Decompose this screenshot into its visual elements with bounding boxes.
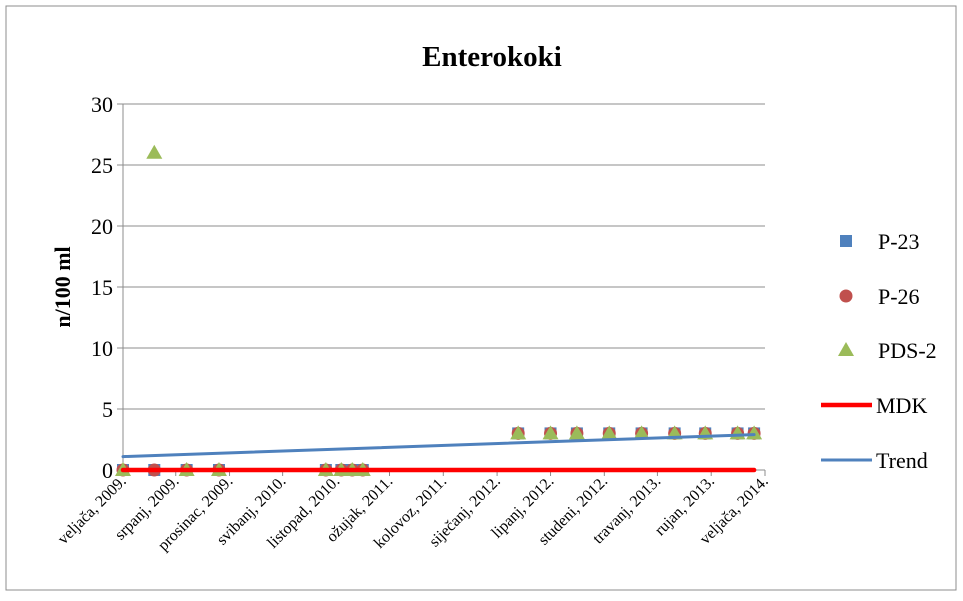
data-point xyxy=(510,425,527,440)
legend-label: Trend xyxy=(876,448,928,473)
legend-label: PDS-2 xyxy=(878,338,937,363)
y-tick-label: 10 xyxy=(91,336,113,361)
data-point xyxy=(601,425,618,440)
legend-label: P-23 xyxy=(878,229,920,254)
data-point xyxy=(146,144,163,159)
y-tick-label: 0 xyxy=(102,458,113,483)
legend-item-p-26: P-26 xyxy=(839,284,920,309)
y-tick-label: 20 xyxy=(91,214,113,239)
y-tick-label: 25 xyxy=(91,153,113,178)
legend-item-pds-2: PDS-2 xyxy=(838,338,937,363)
y-tick-label: 15 xyxy=(91,275,113,300)
legend-label: P-26 xyxy=(878,284,920,309)
data-point xyxy=(633,425,650,440)
line-trend xyxy=(121,433,756,459)
y-tick-label: 5 xyxy=(102,397,113,422)
y-tick-label: 30 xyxy=(91,92,113,117)
chart-title: Enterokoki xyxy=(422,41,562,73)
legend-item-mdk: MDK xyxy=(821,393,927,418)
legend-item-trend: Trend xyxy=(821,448,928,473)
legend-swatch xyxy=(839,289,853,303)
legend-label: MDK xyxy=(876,393,927,418)
data-point xyxy=(568,425,585,440)
gridlines xyxy=(123,103,765,410)
data-point xyxy=(542,425,559,440)
series-trend xyxy=(121,433,756,459)
legend-item-p-23: P-23 xyxy=(840,229,920,254)
y-axis-label: n/100 ml xyxy=(50,246,75,327)
y-tick-labels: 0 5 10 15 20 25 30 xyxy=(91,92,113,483)
chart-border xyxy=(5,5,957,591)
legend: P-23 P-26 PDS-2 MDK Trend xyxy=(821,229,937,473)
legend-swatch xyxy=(840,235,852,247)
legend-swatch xyxy=(838,342,854,356)
data-series xyxy=(115,144,763,477)
